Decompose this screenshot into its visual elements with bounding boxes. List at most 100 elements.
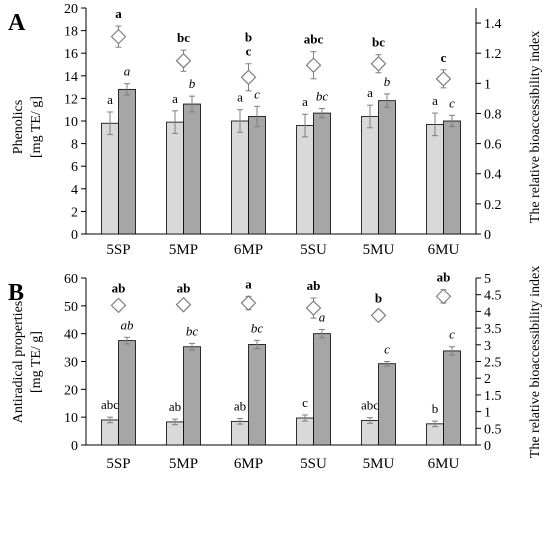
panel-a-diamond-sig-label: c — [246, 44, 252, 59]
panel-a-diamond-marker — [305, 57, 322, 74]
panel-a-category-label: 5SP — [106, 242, 130, 258]
panel-b-light-sig-label: b — [432, 401, 439, 416]
panel-a-diamond-sig-label: abc — [304, 32, 324, 47]
panel-a-ylabel-line2: [mg TE/ g] — [29, 96, 44, 158]
panel-a-category-label: 5MU — [363, 242, 395, 258]
panel-b-bar-dark — [443, 350, 461, 446]
panel-b-ytick-label: 30 — [64, 356, 78, 371]
panel-a-diamond-sig-label: bc — [177, 30, 190, 45]
panel-a-diamond-sig-label: b — [245, 30, 252, 45]
panel-b-y2tick-label: 0 — [484, 439, 491, 454]
panel-a-y2tick-label: 1.4 — [484, 17, 502, 32]
panel-a-ytick-label: 8 — [71, 138, 78, 153]
panel-a-bar-dark — [378, 100, 396, 235]
panel-b-ytick-label: 40 — [64, 328, 78, 343]
panel-a-ytick-label: 20 — [64, 2, 78, 17]
panel-b-diamond-marker — [175, 296, 192, 313]
panel-a-light-sig-label: a — [172, 91, 178, 106]
panel-b-diamond-marker — [370, 307, 387, 324]
panel-b-diamond-marker — [240, 295, 257, 311]
panel-b-light-sig-label: abc — [361, 398, 379, 413]
panel-a-bar-light — [101, 122, 119, 235]
panel-a-y2tick-label: 0.8 — [484, 107, 502, 122]
panel-a-y2tick-label: 0.6 — [484, 138, 502, 153]
panel-b-ytick-label: 50 — [64, 300, 78, 315]
panel-b-y2label: The relative bioaccessibility index — [528, 266, 543, 458]
panel-a-diamond-marker — [435, 70, 452, 87]
panel-a-y2tick-label: 0.2 — [484, 198, 502, 213]
panel-b-ylabel-line1: Antiradical properties — [11, 301, 26, 423]
panel-a-ylabel-line1: Phenolics — [11, 100, 26, 154]
panel-a-bar-light — [231, 120, 249, 235]
panel-b-diamond-marker — [110, 297, 127, 314]
panel-a-diamond-marker — [175, 52, 192, 69]
panel-b-category-label: 6MU — [428, 456, 460, 472]
panel-a-dark-sig-label: c — [449, 95, 455, 110]
panel-a-ytick-label: 2 — [71, 205, 78, 220]
panel-a-bar-dark — [183, 103, 201, 235]
panel-b-bar-dark — [378, 363, 396, 446]
panel-a-y2label: The relative bioaccessibility index — [528, 31, 543, 223]
panel-a-label: A — [8, 10, 26, 36]
panel-b-bar-dark — [313, 333, 331, 446]
panel-a-y2tick-label: 1.2 — [484, 47, 502, 62]
panel-b-y2tick-label: 2.5 — [484, 356, 502, 371]
panel-b-diamond-sig-label: ab — [437, 270, 451, 285]
panel-a-bar-dark — [248, 116, 266, 235]
panel-b-y2tick-label: 4.5 — [484, 289, 502, 304]
panel-a-bar-light — [296, 125, 314, 235]
panel-b-light-sig-label: ab — [234, 399, 246, 414]
panel-b-bar-light — [101, 419, 119, 446]
panel-b-label: B — [8, 280, 24, 306]
panel-a-y2tick-label: 1 — [484, 77, 491, 92]
panel-b-bar-dark — [248, 344, 266, 446]
panel-a-diamond-sig-label: a — [115, 6, 122, 21]
panel-a-category-label: 5MP — [169, 242, 198, 258]
panel-b-y2tick-label: 3 — [484, 339, 491, 354]
panel-a-dark-sig-label: bc — [316, 89, 329, 104]
panel-a-dark-sig-label: b — [384, 74, 391, 89]
panel-b-category-label: 5SU — [300, 456, 327, 472]
panel-a-diamond-sig-label: bc — [372, 35, 385, 50]
panel-b-light-sig-label: ab — [169, 399, 181, 414]
panel-b-dark-sig-label: c — [449, 327, 455, 342]
panel-b-ylabel-line2: [mg TE/ g] — [29, 331, 44, 393]
panel-b-diamond-marker — [435, 288, 452, 305]
panel-b-bar-dark — [118, 340, 136, 446]
panel-a-ytick-label: 12 — [64, 92, 78, 107]
panel-b-y2tick-label: 2 — [484, 372, 491, 387]
panel-a-y2tick-label: 0 — [484, 228, 491, 243]
panel-a-light-sig-label: a — [367, 85, 373, 100]
panel-a-light-sig-label: a — [302, 94, 308, 109]
panel-a-diamond-sig-label: c — [441, 50, 447, 65]
panel-b-dark-sig-label: ab — [121, 317, 135, 332]
panel-b-bar-dark — [183, 346, 201, 446]
panel-a-y2tick-label: 0.4 — [484, 168, 502, 183]
panel-a-diamond-marker — [240, 69, 257, 86]
panel-a-bar-dark — [313, 112, 331, 235]
panel-a-ytick-label: 6 — [71, 160, 78, 175]
panel-b-y2tick-label: 0.5 — [484, 422, 502, 437]
panel-a-diamond-marker — [370, 55, 387, 72]
panel-a-dark-sig-label: b — [189, 76, 196, 91]
panel-b-light-sig-label: c — [302, 395, 308, 410]
panel-a-light-sig-label: a — [107, 92, 113, 107]
panel-b-ytick-label: 0 — [71, 439, 78, 454]
panel-b-y2tick-label: 1 — [484, 406, 491, 421]
panel-a-bar-light — [426, 123, 444, 235]
panel-b-y2tick-label: 5 — [484, 272, 491, 287]
panel-a-bar-dark — [118, 88, 136, 235]
panel-a-ytick-label: 4 — [71, 183, 78, 198]
panel-a-light-sig-label: a — [237, 90, 243, 105]
panel-a-category-label: 6MU — [428, 242, 460, 258]
panel-b-ytick-label: 20 — [64, 383, 78, 398]
panel-a-bar-light — [166, 121, 184, 235]
panel-a-plot: 0 2 4 6 8 10 12 14 16 18 20 0 0.2 0.4 0.6 0.8 1 1.2 1.4 5SP… — [64, 2, 502, 258]
panel-a-ytick-label: 16 — [64, 47, 78, 62]
panel-b-dark-sig-label: a — [319, 309, 326, 324]
panel-a-ytick-label: 14 — [64, 70, 78, 85]
panel-a-dark-sig-label: a — [124, 64, 131, 79]
panel-b-bar-light — [296, 417, 314, 446]
panel-b-category-label: 6MP — [234, 456, 263, 472]
